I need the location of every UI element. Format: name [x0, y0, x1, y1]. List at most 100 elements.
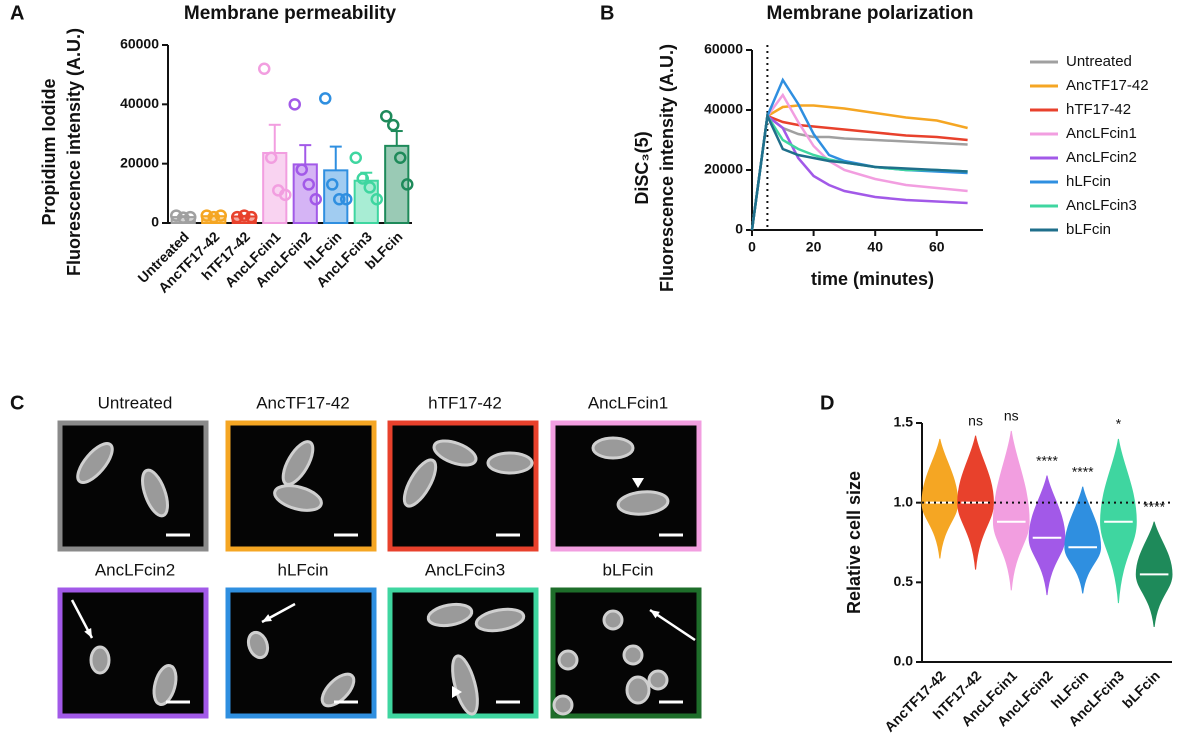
y-tick-label: 0 [735, 221, 743, 237]
data-point [177, 211, 190, 224]
significance-label: **** [1143, 498, 1165, 514]
micrograph [57, 420, 209, 552]
cell [622, 644, 644, 666]
data-point [170, 209, 183, 222]
data-point [340, 193, 353, 206]
x-tick-label: 0 [748, 239, 756, 255]
micrograph-title: hLFcin [277, 560, 328, 579]
y-tick-label: 0 [151, 214, 159, 230]
data-point [279, 188, 292, 202]
cell [557, 649, 579, 671]
cell [141, 468, 169, 518]
y-axis-label: Relative cell size [844, 471, 864, 614]
x-axis-label: time (minutes) [811, 269, 934, 289]
y-axis-label: Fluorescence intensity (A.U.) [657, 44, 677, 292]
data-point [363, 181, 376, 194]
panel-label: D [820, 392, 834, 414]
micrograph-title: AncLFcin3 [425, 560, 505, 579]
data-point [258, 62, 271, 75]
series-line [750, 77, 968, 231]
y-tick-label: 0.0 [894, 653, 914, 669]
micrograph [225, 587, 377, 719]
data-point [319, 92, 332, 105]
violin [1028, 475, 1066, 596]
cell [273, 484, 323, 512]
data-point [214, 209, 227, 222]
data-point [394, 151, 407, 164]
legend-label: AncLFcin3 [1066, 197, 1137, 214]
legend-label: AncLFcin2 [1066, 149, 1137, 166]
cell [281, 440, 315, 486]
data-point [380, 109, 393, 123]
cell [432, 439, 478, 467]
data-point [207, 210, 220, 224]
y-axis-label: DiSC₃(5) [632, 131, 652, 204]
data-point [245, 210, 258, 224]
data-point [295, 163, 308, 176]
cell [246, 630, 270, 660]
cell [625, 675, 651, 705]
data-point [326, 178, 339, 191]
data-point [302, 178, 315, 191]
micrograph-title: AncLFcin1 [588, 393, 668, 412]
legend-label: AncTF17-42 [1066, 77, 1149, 94]
y-tick-label: 60000 [704, 41, 743, 57]
cell [552, 694, 574, 716]
cell [474, 607, 526, 633]
data-point [349, 151, 362, 164]
y-tick-label: 60000 [120, 36, 159, 52]
arrow-head [262, 614, 272, 622]
cell [616, 490, 670, 516]
micrograph-title: AncTF17-42 [256, 393, 350, 412]
micrograph-title: Untreated [98, 393, 173, 412]
chart-title: Membrane polarization [767, 3, 974, 24]
y-tick-label: 20000 [120, 154, 159, 170]
y-tick-label: 0.5 [894, 573, 914, 589]
cell [451, 654, 479, 716]
y-axis-label: Fluorescence intensity (A.U.) [64, 28, 84, 276]
data-point [356, 172, 369, 185]
data-point [184, 210, 197, 224]
cell [486, 451, 534, 475]
significance-label: ns [968, 412, 983, 428]
significance-label: **** [1036, 452, 1058, 468]
arrow-head [650, 610, 660, 619]
arrowhead-marker [632, 478, 644, 488]
data-point [200, 209, 213, 222]
arrow-head [84, 628, 92, 638]
data-point [288, 98, 301, 111]
micrograph-title: bLFcin [602, 560, 653, 579]
data-point [333, 193, 346, 206]
data-point [370, 193, 383, 206]
x-tick-label: 40 [867, 239, 883, 255]
data-point [309, 193, 322, 206]
legend-label: AncLFcin1 [1066, 125, 1137, 142]
panel-label: C [10, 392, 24, 414]
legend-label: bLFcin [1066, 221, 1111, 238]
chart-title: Membrane permeability [184, 3, 397, 24]
x-tick-label: 20 [806, 239, 822, 255]
micrograph [57, 587, 209, 719]
violin [1064, 486, 1102, 594]
violin [992, 430, 1030, 591]
y-tick-label: 1.0 [894, 493, 914, 509]
series-line [750, 114, 968, 231]
cell [426, 602, 474, 628]
y-tick-label: 40000 [120, 95, 159, 111]
y-axis-label: Propidium Iodide [39, 79, 59, 226]
legend-label: hLFcin [1066, 173, 1111, 190]
data-point [387, 118, 400, 132]
panel-label: A [10, 2, 24, 24]
cell [320, 672, 356, 708]
arrowhead-marker [452, 686, 462, 698]
data-point [265, 151, 278, 164]
significance-label: * [1116, 416, 1122, 432]
cell [402, 458, 438, 508]
cell [152, 664, 178, 706]
data-point [231, 210, 244, 224]
y-tick-label: 1.5 [894, 414, 914, 430]
cell [76, 442, 114, 484]
x-tick-label: bLFcin [1119, 667, 1163, 711]
x-tick-label: 60 [929, 239, 945, 255]
